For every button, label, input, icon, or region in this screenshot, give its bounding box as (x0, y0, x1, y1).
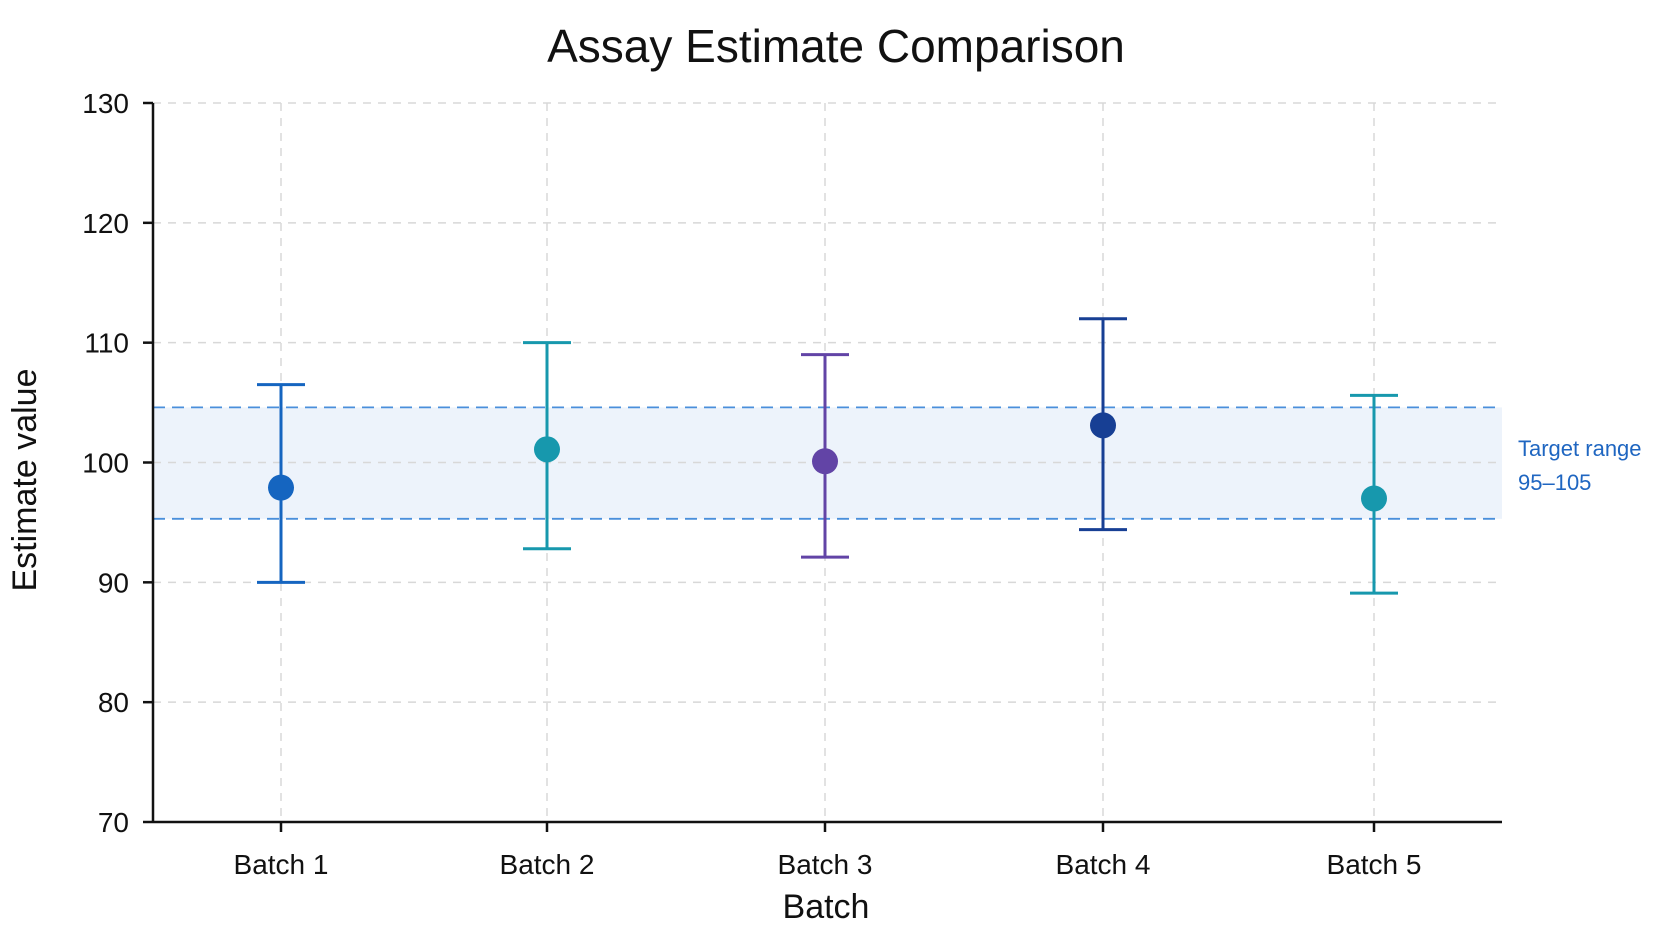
data-points (268, 412, 1387, 512)
grid-lines (153, 102, 1502, 822)
y-tick-label: 90 (98, 567, 129, 598)
y-tick-label: 100 (82, 448, 129, 479)
chart-title: Assay Estimate Comparison (547, 20, 1125, 72)
x-axis-label: Batch (783, 888, 870, 926)
y-tick-label: 110 (84, 328, 129, 359)
y-tick-label: 70 (98, 807, 129, 838)
y-tick-label: 130 (82, 88, 129, 119)
y-axis-label: Estimate value (6, 369, 44, 592)
y-tick-label: 80 (98, 687, 129, 718)
x-tick-label: Batch 5 (1327, 849, 1422, 880)
axes (143, 101, 1502, 832)
x-tick-label: Batch 4 (1056, 849, 1151, 880)
data-point (1361, 485, 1387, 512)
x-tick-label: Batch 1 (234, 849, 329, 880)
data-point (1090, 412, 1116, 439)
x-tick-label: Batch 3 (778, 849, 873, 880)
target-range-label-line2: 95–105 (1518, 470, 1591, 495)
data-point (268, 474, 294, 501)
data-point (534, 436, 560, 463)
data-point (812, 448, 838, 475)
tick-labels: 70 80 90 100 110 120 130 Batch 1 Batch 2 Batch 3 B… (82, 88, 1421, 880)
target-range-label-line1: Target range (1518, 436, 1642, 461)
y-tick-label: 120 (82, 208, 129, 239)
x-tick-label: Batch 2 (500, 849, 595, 880)
